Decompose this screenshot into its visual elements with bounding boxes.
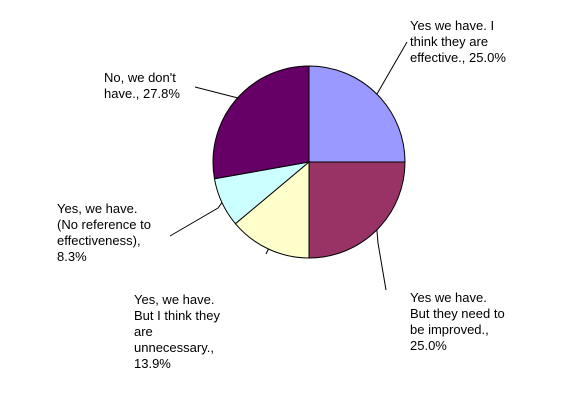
- pie-slice-effective: [308, 65, 406, 163]
- pie-slice-unnecessary: [234, 160, 310, 259]
- leader-line-need-improved: [376, 229, 387, 291]
- leader-line-unnecessary: [265, 248, 269, 255]
- slice-label-no-reference: Yes, we have. (No reference to effective…: [57, 201, 151, 264]
- slice-label-effective: Yes we have. I think they are effective.…: [410, 18, 506, 65]
- pie-slice-dont-have: [212, 65, 310, 180]
- leader-line-no-reference: [169, 202, 223, 237]
- slice-label-unnecessary: Yes, we have. But I think they are unnec…: [134, 292, 220, 371]
- slice-label-need-improved: Yes we have. But they need to be improve…: [410, 290, 505, 353]
- leader-line-effective: [376, 41, 408, 95]
- leader-line-dont-have: [194, 86, 240, 101]
- slice-label-dont-have: No, we don't have., 27.8%: [104, 70, 180, 101]
- pie-slice-need-improved: [308, 161, 406, 259]
